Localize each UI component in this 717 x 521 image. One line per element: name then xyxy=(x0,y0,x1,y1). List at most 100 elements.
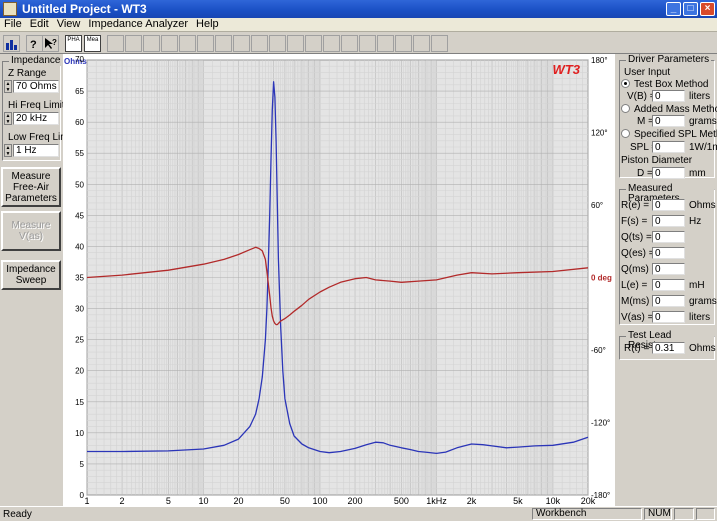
impedance-group: Impedance xyxy=(2,56,63,161)
disabled-tool-button[interactable] xyxy=(179,35,196,52)
param-label: F(s) = xyxy=(621,216,648,227)
disabled-tool-button[interactable] xyxy=(143,35,160,52)
disabled-tool-button[interactable] xyxy=(197,35,214,52)
close-button[interactable]: × xyxy=(700,2,715,16)
added-mass-radio[interactable] xyxy=(621,104,630,113)
menu-edit[interactable]: Edit xyxy=(29,18,49,30)
y-tick-label: 40 xyxy=(75,242,84,251)
x-tick-label: 10k xyxy=(546,496,561,506)
disabled-tool-button[interactable] xyxy=(341,35,358,52)
param-unit: liters xyxy=(689,312,711,323)
status-bar: Ready Workbench NUM xyxy=(0,506,717,520)
disabled-tool-button[interactable] xyxy=(269,35,286,52)
disabled-tool-button[interactable] xyxy=(377,35,394,52)
window-title: Untitled Project - WT3 xyxy=(22,2,147,16)
param-field[interactable]: 0 xyxy=(652,199,685,211)
chart-icon[interactable] xyxy=(3,35,20,52)
x-tick-label: 1 xyxy=(84,496,89,506)
impedance-plot[interactable]: 1 2 5 10 20 50 100 200 500 1kHz 2k 5k 10k 20k 0 5 10 15 20… xyxy=(63,54,615,506)
spl-radio[interactable] xyxy=(621,129,630,138)
impedance-group-title: Impedance xyxy=(9,55,63,66)
x-tick-label: 2 xyxy=(120,496,125,506)
x-tick-label: 500 xyxy=(394,496,409,506)
test-box-label: Test Box Method xyxy=(634,79,709,90)
disabled-tool-button[interactable] xyxy=(287,35,304,52)
spl-method-label: Specified SPL Method xyxy=(634,129,717,140)
z-range-field[interactable]: 70 Ohms xyxy=(13,80,59,93)
d-field[interactable]: 0 xyxy=(652,167,685,179)
disabled-tool-button[interactable] xyxy=(431,35,448,52)
y-tick-label: 70 xyxy=(75,55,84,64)
param-field[interactable]: 0 xyxy=(652,231,685,243)
hi-freq-field[interactable]: 20 kHz xyxy=(13,112,59,125)
z-range-spinner[interactable]: ▲ ▼ xyxy=(4,80,12,93)
measured-parameters-group: Measured Parameters xyxy=(619,184,715,325)
disabled-tool-button[interactable] xyxy=(233,35,250,52)
phase-toggle-button[interactable]: PHA xyxy=(65,35,82,52)
phase-tick-label: -120° xyxy=(591,419,610,428)
param-label: R(e) = xyxy=(621,200,650,211)
disabled-tool-button[interactable] xyxy=(161,35,178,52)
param-field[interactable]: 0 xyxy=(652,279,685,291)
status-pane-3 xyxy=(674,508,694,520)
status-mode: Workbench xyxy=(532,508,642,520)
disabled-tool-button[interactable] xyxy=(305,35,322,52)
spl-field[interactable]: 0 xyxy=(652,141,685,153)
vb-label: V(B) = xyxy=(627,91,656,102)
low-freq-field[interactable]: 1 Hz xyxy=(13,144,59,157)
disabled-tool-button[interactable] xyxy=(359,35,376,52)
impedance-sweep-button[interactable]: Impedance Sweep xyxy=(1,260,61,290)
spl-label: SPL = xyxy=(630,142,658,153)
vb-field[interactable]: 0 xyxy=(652,90,685,102)
disabled-tool-button[interactable] xyxy=(125,35,142,52)
x-tick-label: 20 xyxy=(234,496,244,506)
y-tick-label: 10 xyxy=(75,429,84,438)
disabled-tool-button[interactable] xyxy=(251,35,268,52)
status-text: Ready xyxy=(3,509,32,520)
maximize-button[interactable]: □ xyxy=(683,2,698,16)
x-tick-label: 5 xyxy=(166,496,171,506)
disabled-tool-button[interactable] xyxy=(215,35,232,52)
disabled-tool-button[interactable] xyxy=(323,35,340,52)
menu-file[interactable]: File xyxy=(4,18,22,30)
measure-vas-button[interactable]: Measure V(as) xyxy=(1,211,61,251)
added-mass-label: Added Mass Method xyxy=(634,104,717,115)
hi-freq-spinner[interactable]: ▲ ▼ xyxy=(4,112,12,125)
help-pointer-icon[interactable]: ? xyxy=(26,35,43,52)
param-field[interactable]: 0 xyxy=(652,215,685,227)
param-field[interactable]: 0 xyxy=(652,295,685,307)
m-field[interactable]: 0 xyxy=(652,115,685,127)
disabled-tool-button[interactable] xyxy=(395,35,412,52)
x-tick-label: 20k xyxy=(581,496,596,506)
vb-unit: liters xyxy=(689,91,711,102)
param-label: M(ms) = xyxy=(621,296,658,307)
rt-field[interactable]: 0.31 xyxy=(652,342,685,354)
app-icon[interactable] xyxy=(3,2,17,16)
y-tick-label: 15 xyxy=(75,398,84,407)
param-label: Q(es) = xyxy=(621,248,655,259)
disabled-tool-button[interactable] xyxy=(107,35,124,52)
menu-view[interactable]: View xyxy=(56,18,81,30)
z-range-label: Z Range xyxy=(8,68,47,79)
svg-text:?: ? xyxy=(52,38,57,47)
param-field[interactable]: 0 xyxy=(652,263,685,275)
test-box-radio[interactable] xyxy=(621,79,630,88)
low-freq-spinner[interactable]: ▲ ▼ xyxy=(4,144,12,157)
menu-impedance-analyzer[interactable]: Impedance Analyzer xyxy=(88,18,189,30)
param-field[interactable]: 0 xyxy=(652,311,685,323)
y-tick-label: 25 xyxy=(75,336,84,345)
measure-free-air-button[interactable]: Measure Free-Air Parameters xyxy=(1,167,61,207)
measure-toggle-button[interactable]: Mea xyxy=(84,35,101,52)
measured-parameters-title: Measured Parameters xyxy=(626,184,714,204)
user-input-label: User Input xyxy=(624,67,671,78)
driver-parameters-title: Driver Parameters xyxy=(626,54,712,65)
y-tick-label: 0 xyxy=(80,491,85,500)
context-help-icon[interactable]: ? xyxy=(42,35,59,52)
m-label: M = xyxy=(637,116,654,127)
disabled-tool-button[interactable] xyxy=(413,35,430,52)
minimize-button[interactable]: _ xyxy=(666,2,681,16)
menu-help[interactable]: Help xyxy=(196,18,219,30)
param-field[interactable]: 0 xyxy=(652,247,685,259)
plot-canvas: 1 2 5 10 20 50 100 200 500 1kHz 2k 5k 10k 20k05101520… xyxy=(64,55,612,506)
phase-tick-label: -60° xyxy=(591,346,606,355)
